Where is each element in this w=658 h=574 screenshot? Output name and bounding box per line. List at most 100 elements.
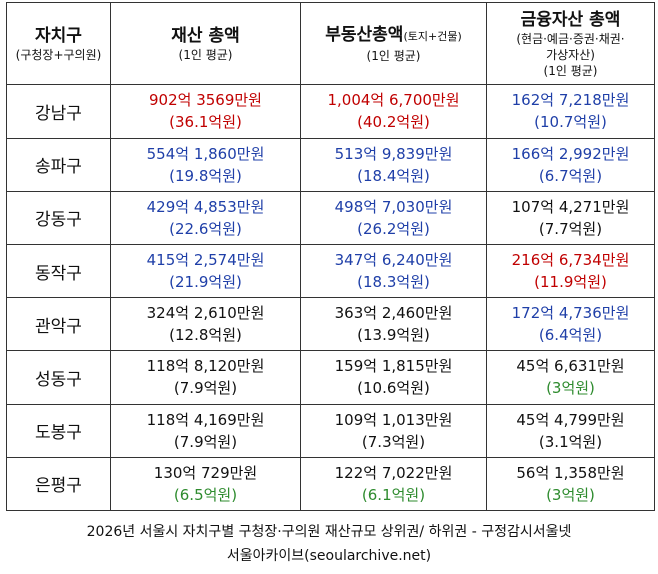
total-cell: 902억 3569만원 (36.1억원)	[110, 84, 301, 139]
financial-amount: 162억 7,218만원	[511, 91, 630, 110]
total-average: (6.5억원)	[173, 485, 238, 504]
financial-cell: 172억 4,736만원 (6.4억원)	[486, 297, 655, 352]
financial-average: (3억원)	[546, 379, 595, 398]
header-realestate-sub: (1인 평균)	[366, 48, 421, 63]
realestate-average: (13.9억원)	[357, 326, 430, 345]
caption-source: 서울아카이브(seoularchive.net)	[226, 548, 432, 564]
region-cell: 강남구	[6, 84, 111, 139]
realestate-cell: 347억 6,240만원 (18.3억원)	[300, 243, 487, 299]
table-body: 강남구 902억 3569만원 (36.1억원) 1,004억 6,700만원 (40.…	[6, 84, 655, 512]
table-row: 강동구 429억 4,853만원 (22.6억원) 498억 7,030만원 (26.2…	[6, 190, 655, 245]
financial-amount: 56억 1,358만원	[516, 463, 625, 482]
realestate-amount: 1,004억 6,700만원	[327, 91, 460, 110]
total-average: (19.8억원)	[169, 166, 242, 185]
header-total: 재산 총액 (1인 평균)	[110, 1, 301, 86]
financial-amount: 45억 6,631만원	[516, 357, 625, 376]
total-amount: 554억 1,860만원	[146, 144, 265, 163]
total-cell: 415억 2,574만원 (21.9억원)	[110, 243, 301, 299]
region-cell: 송파구	[6, 137, 111, 192]
realestate-amount: 513억 9,839만원	[334, 144, 453, 163]
header-realestate-title-small: (토지+건물)	[403, 29, 462, 43]
financial-average: (6.7억원)	[538, 166, 603, 185]
financial-amount: 166억 2,992만원	[511, 144, 630, 163]
header-financial-sub2: 가상자산)	[546, 47, 595, 62]
realestate-average: (40.2억원)	[357, 113, 430, 132]
region-cell: 강동구	[6, 190, 111, 245]
total-amount: 118억 8,120만원	[146, 357, 265, 376]
realestate-average: (18.3억원)	[357, 273, 430, 292]
financial-amount: 107억 4,271만원	[511, 197, 630, 216]
region-cell: 관악구	[6, 297, 111, 352]
realestate-cell: 159억 1,815만원 (10.6억원)	[300, 350, 487, 405]
total-average: (22.6억원)	[169, 219, 242, 238]
total-amount: 429억 4,853만원	[146, 197, 265, 216]
table-row: 성동구 118억 8,120만원 (7.9억원) 159억 1,815만원 (10.6억…	[6, 350, 655, 405]
header-financial-title: 금융자산 총액	[520, 9, 621, 30]
total-amount: 118억 4,169만원	[146, 410, 265, 429]
total-cell: 429억 4,853만원 (22.6억원)	[110, 190, 301, 245]
realestate-amount: 498억 7,030만원	[334, 197, 453, 216]
caption-title: 2026년 서울시 자치구별 구청장·구의원 재산규모 상위권/ 하위권 - 구…	[86, 524, 572, 540]
financial-amount: 216억 6,734만원	[511, 251, 630, 270]
realestate-cell: 498억 7,030만원 (26.2억원)	[300, 190, 487, 245]
total-cell: 130억 729만원 (6.5억원)	[110, 456, 301, 512]
total-cell: 554억 1,860만원 (19.8억원)	[110, 137, 301, 192]
realestate-average: (18.4억원)	[357, 166, 430, 185]
total-average: (12.8억원)	[169, 326, 242, 345]
header-realestate-title: 부동산총액	[325, 24, 404, 45]
total-cell: 118억 4,169만원 (7.9억원)	[110, 403, 301, 458]
header-total-sub: (1인 평균)	[178, 47, 233, 62]
financial-cell: 162억 7,218만원 (10.7억원)	[486, 84, 655, 139]
realestate-cell: 109억 1,013만원 (7.3억원)	[300, 403, 487, 458]
header-realestate: 부동산총액(토지+건물) (1인 평균)	[300, 1, 487, 86]
table-row: 관악구 324억 2,610만원 (12.8억원) 363억 2,460만원 (13.9…	[6, 297, 655, 352]
financial-cell: 45억 6,631만원 (3억원)	[486, 350, 655, 405]
total-cell: 118억 8,120만원 (7.9억원)	[110, 350, 301, 405]
financial-average: (3.1억원)	[538, 432, 603, 451]
total-amount: 324억 2,610만원	[146, 304, 265, 323]
total-amount: 130억 729만원	[153, 463, 258, 482]
realestate-amount: 109억 1,013만원	[334, 410, 453, 429]
realestate-amount: 159억 1,815만원	[334, 357, 453, 376]
total-average: (21.9억원)	[169, 273, 242, 292]
financial-average: (7.7억원)	[538, 219, 603, 238]
realestate-average: (7.3억원)	[361, 432, 426, 451]
region-cell: 동작구	[6, 243, 111, 299]
financial-cell: 45억 4,799만원 (3.1억원)	[486, 403, 655, 458]
realestate-amount: 122억 7,022만원	[334, 463, 453, 482]
financial-amount: 172억 4,736만원	[511, 304, 630, 323]
financial-cell: 216억 6,734만원 (11.9억원)	[486, 243, 655, 299]
financial-average: (3억원)	[546, 485, 595, 504]
financial-cell: 107억 4,271만원 (7.7억원)	[486, 190, 655, 245]
table-row: 도봉구 118억 4,169만원 (7.9억원) 109억 1,013만원 (7.3억원…	[6, 403, 655, 458]
realestate-amount: 363억 2,460만원	[334, 304, 453, 323]
realestate-average: (26.2억원)	[357, 219, 430, 238]
financial-average: (11.9억원)	[534, 273, 607, 292]
region-cell: 성동구	[6, 350, 111, 405]
financial-amount: 45억 4,799만원	[516, 410, 625, 429]
header-region-title: 자치구	[35, 25, 82, 46]
financial-average: (10.7억원)	[534, 113, 607, 132]
header-region: 자치구 (구청장+구의원)	[6, 1, 111, 86]
total-average: (7.9억원)	[173, 432, 238, 451]
header-region-sub: (구청장+구의원)	[15, 47, 102, 62]
header-financial-sub3: (1인 평균)	[543, 63, 598, 78]
table-row: 동작구 415억 2,574만원 (21.9억원) 347억 6,240만원 (18.3…	[6, 243, 655, 299]
realestate-average: (6.1억원)	[361, 485, 426, 504]
realestate-cell: 363억 2,460만원 (13.9억원)	[300, 297, 487, 352]
financial-average: (6.4억원)	[538, 326, 603, 345]
financial-cell: 56억 1,358만원 (3억원)	[486, 456, 655, 512]
region-cell: 은평구	[6, 456, 111, 512]
financial-cell: 166억 2,992만원 (6.7억원)	[486, 137, 655, 192]
header-financial-sub1: (현금·예금·증권·채권·	[516, 31, 625, 46]
realestate-cell: 513억 9,839만원 (18.4억원)	[300, 137, 487, 192]
total-amount: 415억 2,574만원	[146, 251, 265, 270]
total-average: (7.9억원)	[173, 379, 238, 398]
total-average: (36.1억원)	[169, 113, 242, 132]
total-amount: 902억 3569만원	[149, 91, 262, 110]
realestate-average: (10.6억원)	[357, 379, 430, 398]
header-realestate-title-wrap: 부동산총액(토지+건물)	[301, 24, 486, 48]
table-row: 강남구 902억 3569만원 (36.1억원) 1,004억 6,700만원 (40.…	[6, 84, 655, 139]
realestate-cell: 1,004억 6,700만원 (40.2억원)	[300, 84, 487, 139]
